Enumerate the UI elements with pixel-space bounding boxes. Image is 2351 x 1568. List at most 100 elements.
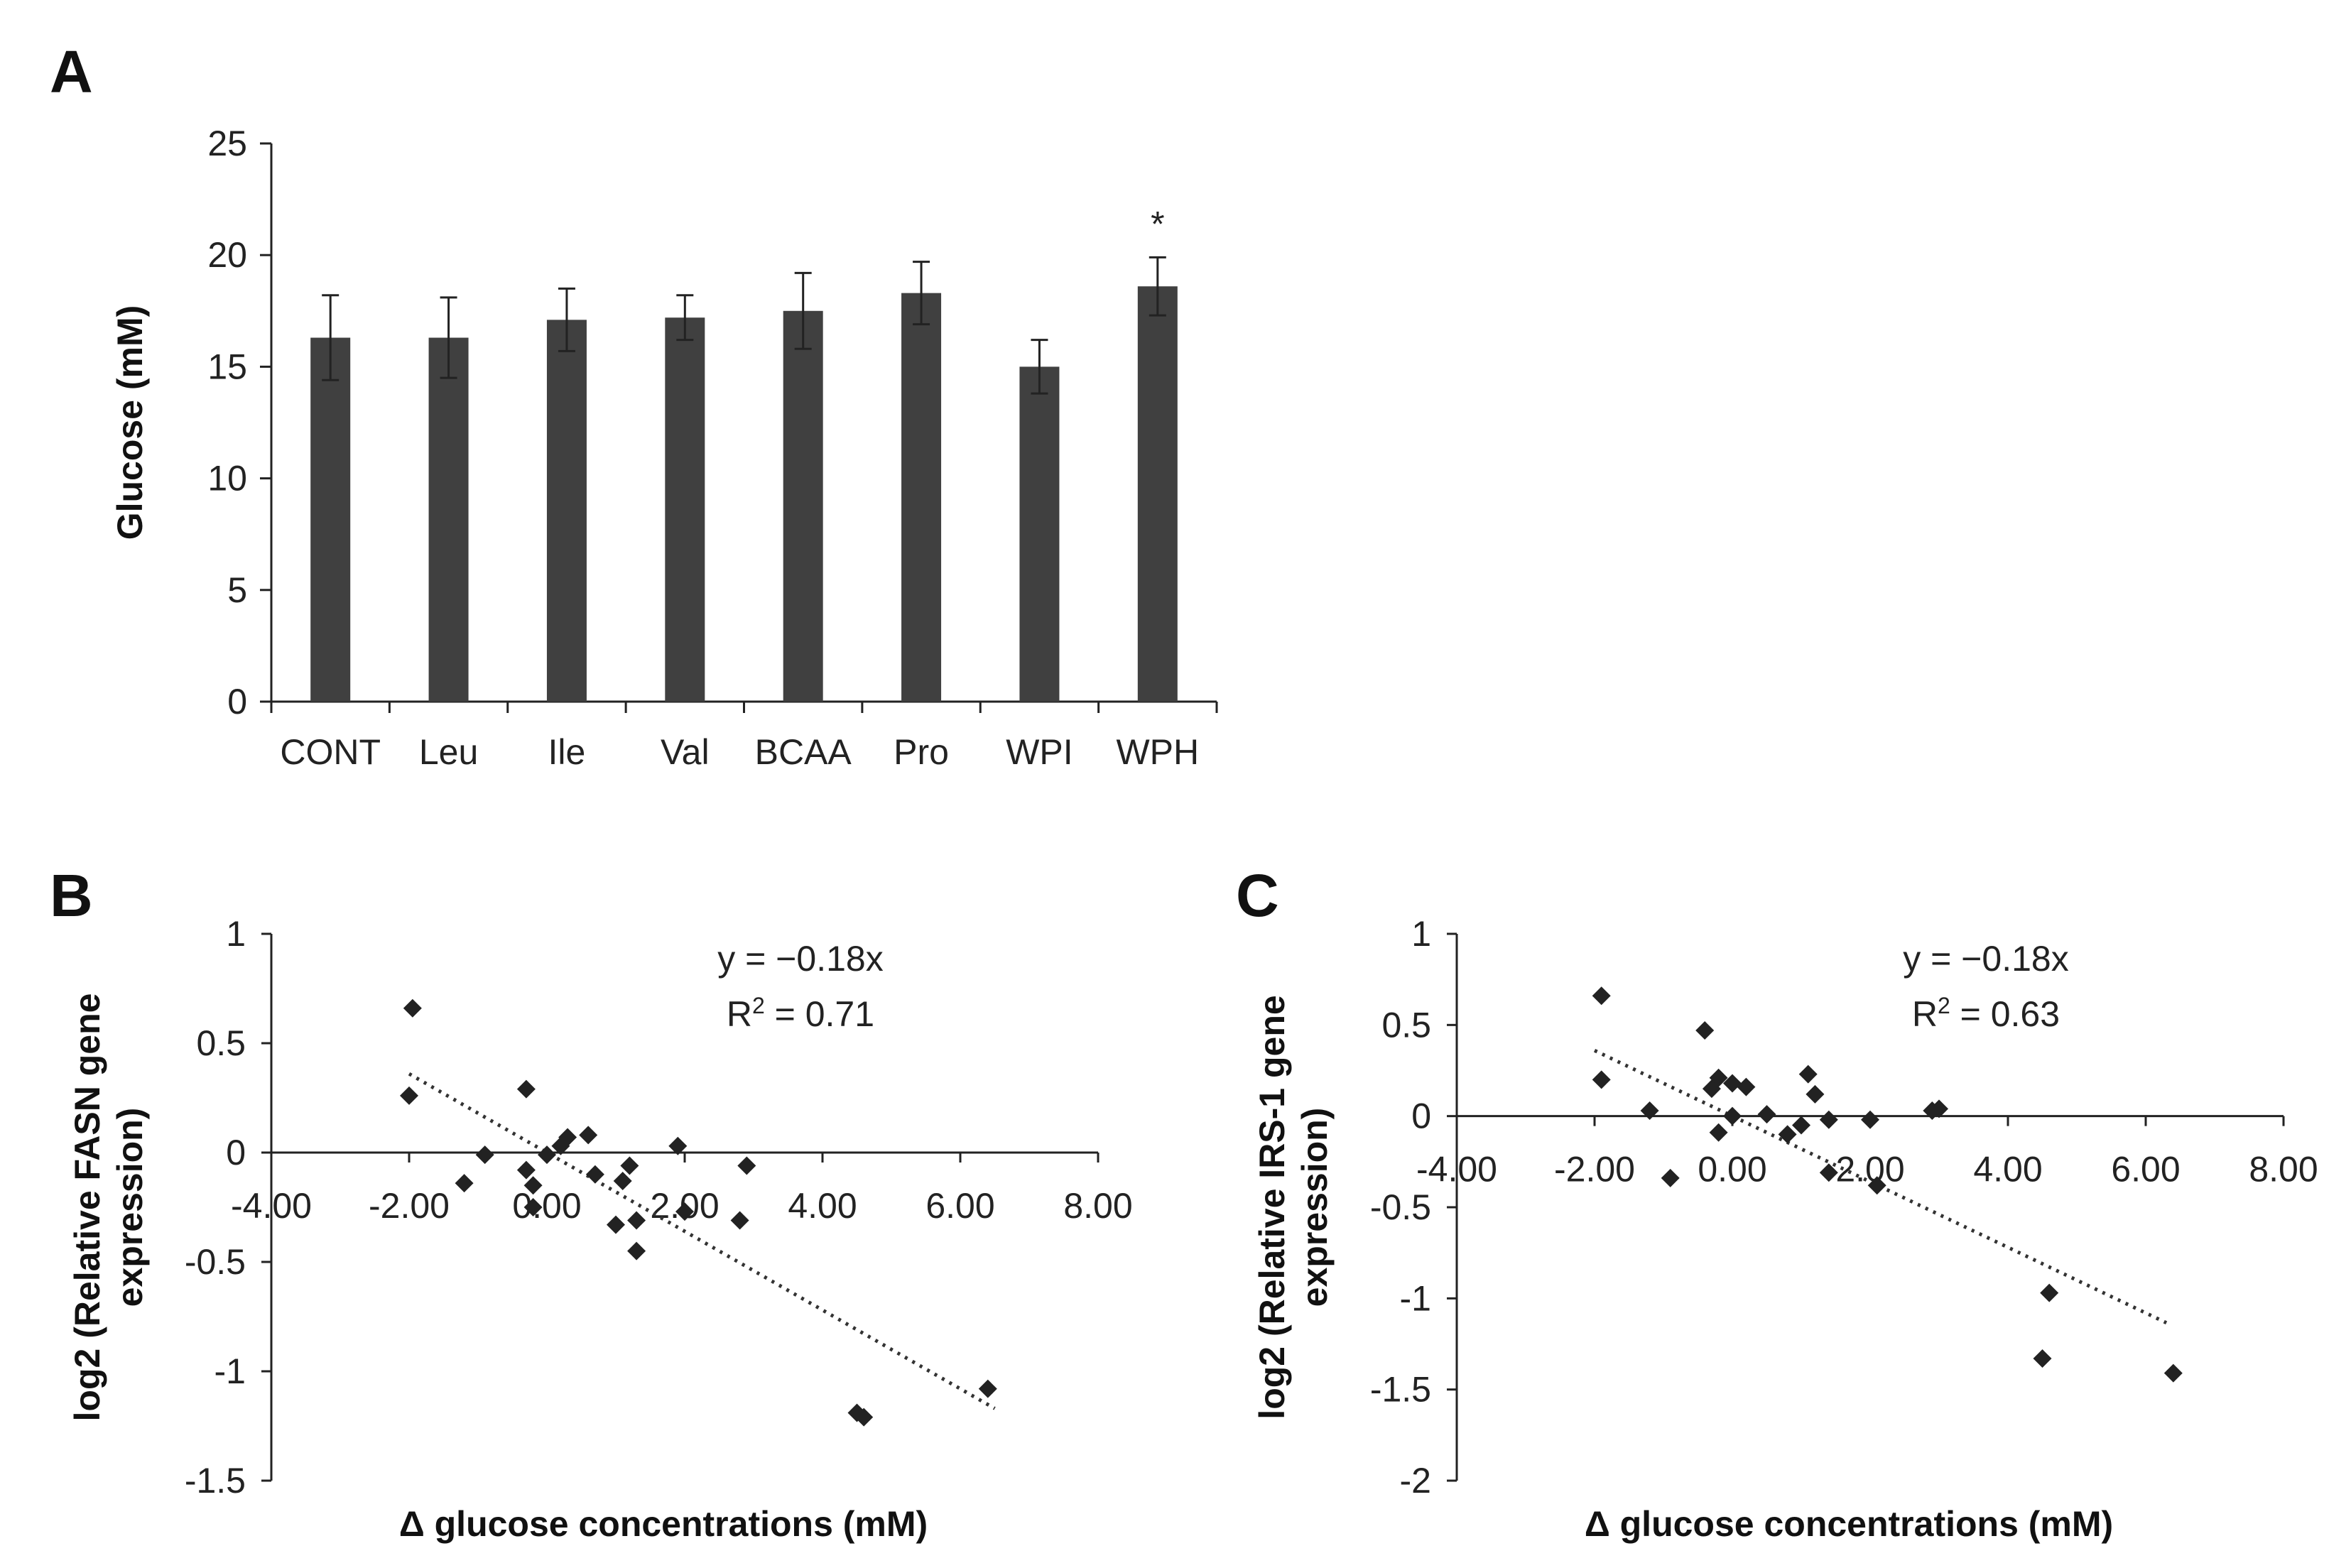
panel-a-bar-wpi [1019, 366, 1060, 702]
panel-c-data-point [1723, 1106, 1742, 1126]
panel-c-x-tick-label: 2.00 [1835, 1150, 1904, 1189]
panel-b-data-point [403, 998, 422, 1018]
panel-c-y-tick-label: -0.5 [1370, 1187, 1431, 1227]
panel-b-r2-prefix: R [727, 994, 752, 1034]
panel-c-data-point [1819, 1110, 1838, 1129]
panel-a-bar-wph [1137, 286, 1178, 702]
panel-a-y-tick-label: 15 [207, 347, 247, 386]
panel-c-x-axis-label: Δ glucose concentrations (mM) [1585, 1504, 2113, 1544]
panel-b-data-point [538, 1145, 556, 1165]
panel-c-letter: C [1236, 862, 1279, 929]
panel-a-x-tick-label: WPH [1116, 732, 1199, 772]
panel-c-y-tick-label: 0 [1411, 1096, 1431, 1136]
panel-c: C log2 (Relative IRS-1 gene expression) … [1236, 862, 2318, 1544]
panel-b-points [400, 998, 997, 1427]
panel-b-data-point [585, 1165, 604, 1184]
panel-b-data-point [523, 1176, 543, 1195]
panel-c-data-point [1592, 986, 1611, 1006]
panel-b-data-point [455, 1174, 474, 1193]
panel-c-x-tick-label: -4.00 [1416, 1150, 1497, 1189]
panel-a-x-tick-label: Ile [548, 732, 586, 772]
panel-c-y-axis-label-line2: expression) [1295, 1108, 1335, 1307]
panel-a-y-tick-label: 25 [207, 124, 247, 163]
panel-b-data-point [627, 1241, 646, 1261]
panel-a-bar-pro [901, 293, 942, 702]
panel-b-data-point [854, 1408, 874, 1427]
panel-a-y-tick-label: 0 [227, 682, 247, 722]
panel-b-data-point [737, 1156, 756, 1175]
panel-c-data-point [1723, 1074, 1742, 1093]
panel-b-data-point [475, 1145, 494, 1165]
panel-b-y-tick-label: -0.5 [185, 1242, 246, 1282]
panel-c-data-point [2163, 1363, 2183, 1383]
panel-b-letter: B [50, 862, 93, 929]
panel-c-data-point [1930, 1099, 1948, 1118]
panel-a-bar-val [665, 317, 705, 702]
panel-b-r2-value: = 0.71 [765, 994, 874, 1034]
panel-c-y-tick-label: 0.5 [1381, 1005, 1431, 1045]
panel-b-data-point [627, 1211, 646, 1230]
panel-c-axes: 1 0.5 0 -0.5 -1 -1.5 -2 -4.00 -2.00 0.00 2.00 4.00 6… [1370, 914, 2318, 1501]
panel-c-data-point [2033, 1349, 2052, 1368]
panel-b-trendline [408, 1072, 996, 1410]
panel-b-trend-equation: y = −0.18x [717, 939, 884, 979]
panel-a-bar-leu [428, 337, 469, 702]
panel-a-y-tick-label: 20 [207, 235, 247, 275]
panel-b-x-tick-label: 6.00 [925, 1186, 994, 1226]
panel-c-r2-prefix: R [1912, 994, 1938, 1034]
panel-c-data-point [1661, 1168, 1680, 1187]
panel-b-y-tick-label: 1 [226, 914, 246, 954]
panel-a-x-tick-label: WPI [1006, 732, 1073, 772]
panel-a-y-axis-label: Glucose (mM) [110, 305, 150, 540]
panel-b: B log2 (Relative FASN gene expression) Δ… [50, 862, 1133, 1544]
panel-a-letter: A [50, 38, 93, 105]
panel-b-data-point [558, 1128, 577, 1147]
panel-a-bar-bcaa [783, 310, 823, 702]
panel-b-x-tick-label: 0.00 [512, 1186, 581, 1226]
panel-c-data-point [1778, 1125, 1797, 1144]
panel-a-x-tick-label: Val [661, 732, 710, 772]
panel-c-x-tick-label: 6.00 [2111, 1150, 2180, 1189]
panel-c-data-point [1757, 1105, 1776, 1124]
panel-b-axes: 10.50-0.5-1-1.5-4.00-2.000.002.004.006.0… [185, 914, 1133, 1501]
panel-c-data-point [1640, 1101, 1659, 1120]
panel-c-data-point [2040, 1283, 2059, 1302]
panel-c-data-point [1709, 1068, 1728, 1087]
panel-c-data-point [1798, 1065, 1818, 1084]
panel-b-data-point [978, 1379, 997, 1398]
panel-b-data-point [620, 1156, 639, 1175]
panel-c-y-tick-label: -1 [1400, 1278, 1431, 1318]
panel-b-y-tick-label: -1 [215, 1351, 246, 1391]
panel-c-data-point [1709, 1123, 1728, 1142]
panel-b-data-point [516, 1079, 536, 1099]
panel-c-x-tick-label: -2.00 [1554, 1150, 1635, 1189]
panel-a-bar-ile [546, 320, 587, 702]
panel-b-data-point [579, 1126, 598, 1145]
panel-a-x-tick-label: CONT [280, 732, 381, 772]
panel-c-data-point [1792, 1116, 1810, 1135]
panel-b-data-point [730, 1211, 749, 1230]
panel-a-x-tick-label: Leu [419, 732, 478, 772]
panel-b-y-tick-label: 0 [226, 1133, 246, 1172]
panel-c-x-tick-label: 0.00 [1698, 1150, 1766, 1189]
panel-c-data-point [1695, 1021, 1715, 1040]
panel-b-y-axis-label-line2: expression) [110, 1108, 150, 1307]
panel-c-points [1592, 986, 2183, 1383]
panel-c-y-tick-label: -2 [1400, 1461, 1431, 1501]
panel-b-x-axis-label: Δ glucose concentrations (mM) [399, 1504, 928, 1544]
panel-b-data-point [400, 1086, 418, 1105]
panel-b-data-point [668, 1136, 688, 1155]
panel-b-x-tick-label: 4.00 [788, 1186, 857, 1226]
panel-b-data-point [523, 1198, 543, 1216]
panel-c-x-tick-label: 8.00 [2249, 1150, 2318, 1189]
panel-c-data-point [1867, 1176, 1886, 1195]
panel-b-data-point [516, 1160, 536, 1180]
panel-c-data-point [1592, 1070, 1611, 1089]
panel-a-bar-cont [310, 337, 351, 702]
panel-a-x-tick-label: BCAA [755, 732, 852, 772]
panel-c-x-tick-label: 4.00 [1973, 1150, 2042, 1189]
panel-c-trend-r2: R2 = 0.63 [1912, 993, 2060, 1034]
panel-b-x-tick-label: -2.00 [369, 1186, 450, 1226]
panel-a-axes: 0 5 10 15 20 25 CONT Leu Ile Val BCAA Pro WPI WPH [207, 124, 1218, 772]
